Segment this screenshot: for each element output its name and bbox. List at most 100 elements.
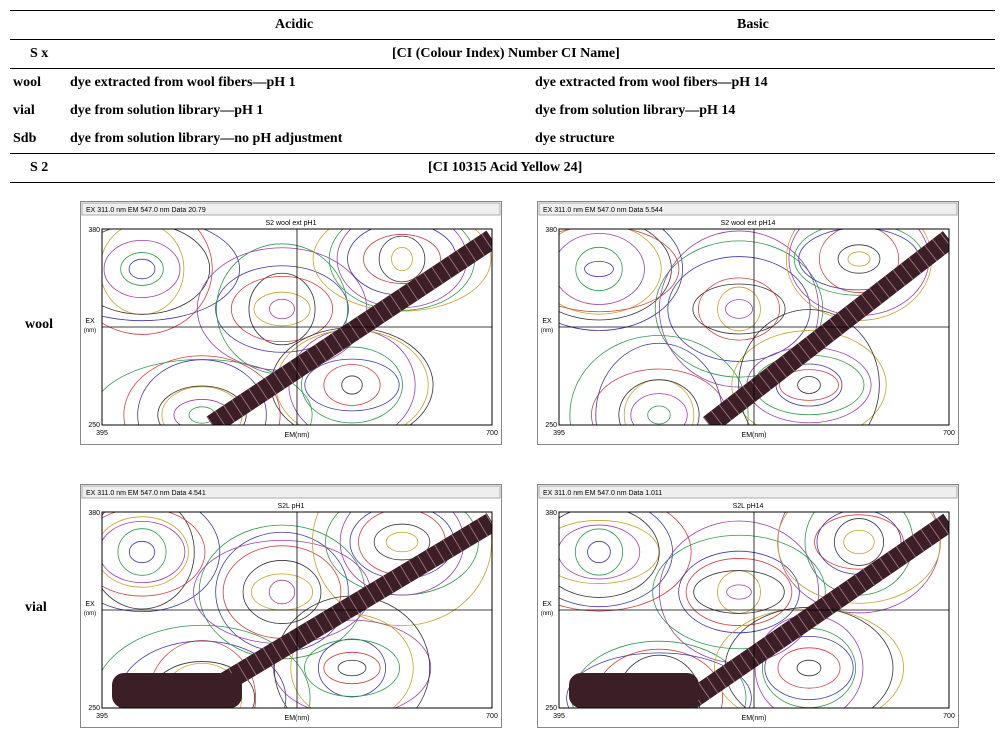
- y-axis-label: EX: [542, 318, 552, 325]
- contour-line: [102, 358, 313, 425]
- y-axis-unit: (nm): [541, 611, 553, 617]
- row-label: vial: [13, 103, 35, 118]
- info: EX 311.0 nm EM 547.0 nm Data 5.544: [543, 207, 663, 214]
- info-bar: [538, 485, 958, 499]
- contour-line: [120, 252, 164, 286]
- contour-line: [323, 364, 381, 406]
- cell: [CI 10315 Acid Yellow 24]: [428, 160, 583, 175]
- contour-line: [272, 619, 432, 708]
- contour-line: [566, 652, 752, 708]
- contour-plot: EX 311.0 nm EM 547.0 nm Data 1.011 S2L pH…: [537, 484, 959, 728]
- x-tick-label: 700: [943, 430, 955, 437]
- contour-line: [363, 234, 441, 284]
- contour-line: [102, 229, 213, 335]
- plot-title: S2L pH1: [278, 503, 305, 510]
- contour-line: [717, 286, 761, 332]
- plot-area: [101, 511, 493, 709]
- contour-line: [102, 229, 211, 315]
- y-axis-unit: (nm): [84, 611, 96, 617]
- contour-line: [117, 528, 167, 576]
- info: EX 311.0 nm EM 547.0 nm Data 4.541: [86, 490, 206, 497]
- contour-line: [378, 235, 426, 283]
- contour-line: [647, 405, 671, 425]
- contour-line: [341, 375, 363, 395]
- cell: dye from solution library—no pH adjustme…: [70, 131, 343, 146]
- contour-line: [559, 229, 662, 315]
- contour-line: [385, 531, 419, 553]
- contour-line: [726, 584, 752, 600]
- row-label: S 2: [30, 160, 49, 175]
- contour-line: [337, 659, 367, 677]
- header-row: Acidic Basic: [10, 10, 995, 39]
- contours: [559, 512, 949, 708]
- plot-title: S2 wool ext pH14: [721, 220, 776, 227]
- x-axis-label: EM(nm): [742, 432, 767, 439]
- cell: dye from solution library—pH 1: [70, 103, 264, 118]
- scatter-band-texture: [206, 230, 492, 425]
- contour-line: [102, 624, 311, 708]
- y-axis-unit: (nm): [84, 328, 96, 334]
- table-row: wool dye extracted from wool fibers—pH 1 d…: [10, 69, 995, 97]
- contours: [102, 229, 492, 425]
- contour-line: [268, 579, 296, 605]
- contour-line: [102, 512, 221, 613]
- contour-line: [575, 246, 623, 292]
- contour-line: [253, 291, 311, 327]
- info-bar: [538, 202, 958, 216]
- contour-line: [128, 540, 156, 564]
- contour-line: [559, 512, 660, 598]
- contour-line: [725, 299, 753, 319]
- contour-line: [559, 229, 680, 313]
- contour-line: [587, 540, 611, 564]
- contour-line: [269, 298, 295, 320]
- frame: [80, 201, 502, 445]
- contour-line: [731, 330, 887, 425]
- x-tick-label: 700: [486, 713, 498, 720]
- x-tick-label: 395: [96, 430, 108, 437]
- contour-line: [569, 335, 749, 425]
- table-row: vial dye from solution library—pH 1 dye fr…: [10, 97, 995, 125]
- cell: dye from solution library—pH 14: [535, 103, 736, 118]
- scatter-blob: [112, 673, 242, 708]
- row-label: Sdb: [13, 131, 37, 146]
- contour-line: [102, 229, 240, 322]
- contour-line: [685, 558, 793, 626]
- row-label: wool: [13, 75, 41, 90]
- scatter-band: [673, 513, 949, 708]
- y-tick-label: 250: [545, 705, 557, 712]
- plot-title: S2 wool ext pH1: [266, 220, 317, 227]
- contour-line: [559, 512, 673, 608]
- x-tick-label: 395: [553, 713, 565, 720]
- contour-line: [843, 529, 875, 555]
- contour-line: [698, 277, 780, 341]
- info: EX 311.0 nm EM 547.0 nm Data 20.79: [86, 207, 206, 214]
- contour-line: [738, 309, 880, 425]
- contour-line: [103, 240, 181, 298]
- contour-line: [559, 233, 645, 305]
- contour-line: [837, 244, 881, 274]
- contour-line: [248, 272, 316, 346]
- table: Acidic Basic S x [CI (Colour Index) Numb…: [10, 10, 995, 183]
- row-label: vial: [25, 600, 47, 615]
- contour-line: [317, 638, 387, 698]
- contour-line: [693, 570, 785, 614]
- row-label: S x: [30, 46, 49, 61]
- contour-line: [652, 534, 826, 650]
- contour-line: [157, 385, 247, 425]
- contour-line: [301, 346, 403, 424]
- contour-plot: EX 311.0 nm EM 547.0 nm Data 5.544 S2 woo…: [537, 201, 959, 445]
- y-tick-label: 380: [88, 227, 100, 234]
- table-row: Sdb dye from solution library—no pH adjus…: [10, 125, 995, 153]
- scatter-band-texture: [702, 231, 949, 425]
- y-axis-label: EX: [85, 318, 95, 325]
- x-tick-label: 700: [943, 713, 955, 720]
- contour-line: [618, 379, 700, 425]
- plot-area: [558, 511, 950, 709]
- y-tick-label: 250: [88, 422, 100, 429]
- frame: [537, 201, 959, 445]
- contour-line: [779, 369, 839, 401]
- contour-line: [777, 647, 841, 689]
- contour-plot: EX 311.0 nm EM 547.0 nm Data 20.79 S2 woo…: [80, 201, 502, 445]
- index-row: S x [CI (Colour Index) Number CI Name]: [10, 39, 995, 68]
